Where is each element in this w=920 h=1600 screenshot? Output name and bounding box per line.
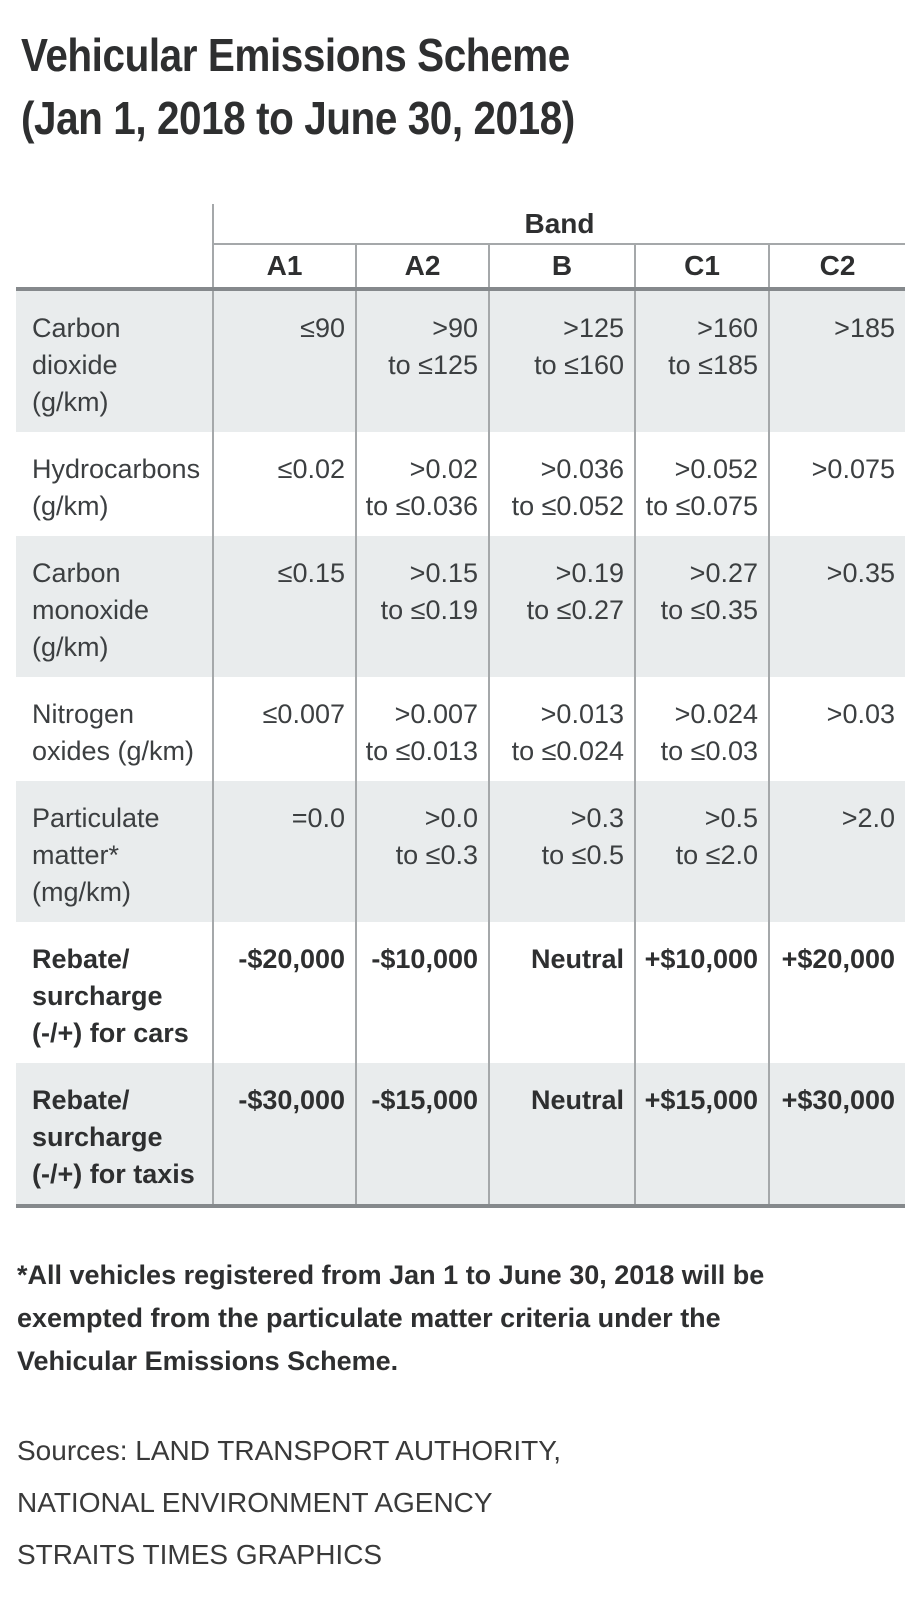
table-cell: Neutral <box>488 1063 634 1204</box>
table-cell: >0.27 to ≤0.35 <box>634 536 768 677</box>
table-cell: ≤90 <box>212 291 355 432</box>
table-row: Nitrogen oxides (g/km) ≤0.007 >0.007 to ≤0.0… <box>16 677 905 781</box>
table-cell: >0.19 to ≤0.27 <box>488 536 634 677</box>
sources-line: NATIONAL ENVIRONMENT AGENCY <box>17 1487 493 1518</box>
table-row: Rebate/surcharge (-/+) for taxis -$30,000-… <box>16 1063 905 1204</box>
table-cell: >0.5 to ≤2.0 <box>634 781 768 922</box>
footnote-line: exempted from the particulate matter cri… <box>17 1303 721 1333</box>
table-row: Particulate matter* (mg/km) =0.0 >0.0 to ≤0.3… <box>16 781 905 922</box>
page-title-line1: Vehicular Emissions Scheme <box>21 29 570 81</box>
column-header-c1: C1 <box>634 245 768 287</box>
table-cell: ≤0.15 <box>212 536 355 677</box>
table-cell: >125 to ≤160 <box>488 291 634 432</box>
footnote-line: Vehicular Emissions Scheme. <box>17 1346 399 1376</box>
column-header-spacer <box>16 245 212 287</box>
table-row: Rebate/surcharge (-/+) for cars -$20,000 -$… <box>16 922 905 1063</box>
table-cell: +$15,000 <box>634 1063 768 1204</box>
emissions-table: Band A1 A2 B C1 C2 Carbon dioxide (g/km) ≤9… <box>16 204 905 1208</box>
table-cell: >0.15 to ≤0.19 <box>355 536 488 677</box>
table-cell: >2.0 <box>768 781 905 922</box>
row-label: Rebate/surcharge (-/+) for taxis <box>32 1085 195 1189</box>
column-header-a2: A2 <box>355 245 488 287</box>
table-cell: >0.02 to ≤0.036 <box>355 432 488 536</box>
sources-line: STRAITS TIMES GRAPHICS <box>17 1539 383 1570</box>
table-cell: >0.35 <box>768 536 905 677</box>
table-cell: >0.024 to ≤0.03 <box>634 677 768 781</box>
row-label: Carbon dioxide (g/km) <box>32 313 121 417</box>
row-label: Carbon monoxide (g/km) <box>32 558 150 662</box>
column-header-b: B <box>488 245 634 287</box>
row-label: Particulate matter* (mg/km) <box>32 803 160 907</box>
table-cell: >0.3 to ≤0.5 <box>488 781 634 922</box>
page-title: Vehicular Emissions Scheme (Jan 1, 2018 … <box>21 24 812 150</box>
table-cell: >0.052 to ≤0.075 <box>634 432 768 536</box>
sources: Sources: LAND TRANSPORT AUTHORITY, NATIO… <box>17 1425 920 1581</box>
table-cell: +$10,000 <box>634 922 768 1063</box>
table-cell: -$30,000 <box>212 1063 355 1204</box>
table-cell: >0.036 to ≤0.052 <box>488 432 634 536</box>
table-cell: -$15,000 <box>355 1063 488 1204</box>
row-label: Rebate/surcharge (-/+) for cars <box>32 944 189 1048</box>
table-cell: =0.0 <box>212 781 355 922</box>
table-cell: >90 to ≤125 <box>355 291 488 432</box>
table-cell: >0.075 <box>768 432 905 536</box>
table-row: Carbon dioxide (g/km) ≤90 >90 to ≤125 >125 to ≤… <box>16 291 905 432</box>
table-cell: >0.0 to ≤0.3 <box>355 781 488 922</box>
table-cell: -$10,000 <box>355 922 488 1063</box>
sources-line: Sources: LAND TRANSPORT AUTHORITY, <box>17 1435 562 1466</box>
row-label: Nitrogen oxides (g/km) <box>32 699 195 766</box>
page-title-line2: (Jan 1, 2018 to June 30, 2018) <box>21 92 575 144</box>
table-cell: >185 <box>768 291 905 432</box>
footnote-line: *All vehicles registered from Jan 1 to J… <box>17 1260 765 1290</box>
table-row: Hydrocarbons (g/km) ≤0.02 >0.02 to ≤0.036 >0.… <box>16 432 905 536</box>
table-body: Carbon dioxide (g/km) ≤90 >90 to ≤125 >125 to ≤… <box>16 291 905 1204</box>
band-header-spacer <box>16 204 212 245</box>
table-bottom-rule <box>16 1204 905 1208</box>
table-cell: Neutral <box>488 922 634 1063</box>
table-top-rule <box>16 287 905 291</box>
column-header-row: A1 A2 B C1 C2 <box>16 245 905 287</box>
table-cell: -$20,000 <box>212 922 355 1063</box>
table-cell: >0.03 <box>768 677 905 781</box>
table-cell: +$30,000 <box>768 1063 905 1204</box>
table-cell: >160 to ≤185 <box>634 291 768 432</box>
column-header-a1: A1 <box>212 245 355 287</box>
table-cell: >0.013 to ≤0.024 <box>488 677 634 781</box>
table-cell: >0.007 to ≤0.013 <box>355 677 488 781</box>
band-header-label: Band <box>212 204 905 245</box>
table-row: Carbon monoxide (g/km) ≤0.15 >0.15 to ≤0.19 >0… <box>16 536 905 677</box>
footnote: *All vehicles registered from Jan 1 to J… <box>17 1254 920 1383</box>
table-cell: ≤0.007 <box>212 677 355 781</box>
band-header-row: Band <box>16 204 905 245</box>
column-header-c2: C2 <box>768 245 905 287</box>
table-cell: +$20,000 <box>768 922 905 1063</box>
row-label: Hydrocarbons (g/km) <box>32 454 201 521</box>
table-cell: ≤0.02 <box>212 432 355 536</box>
